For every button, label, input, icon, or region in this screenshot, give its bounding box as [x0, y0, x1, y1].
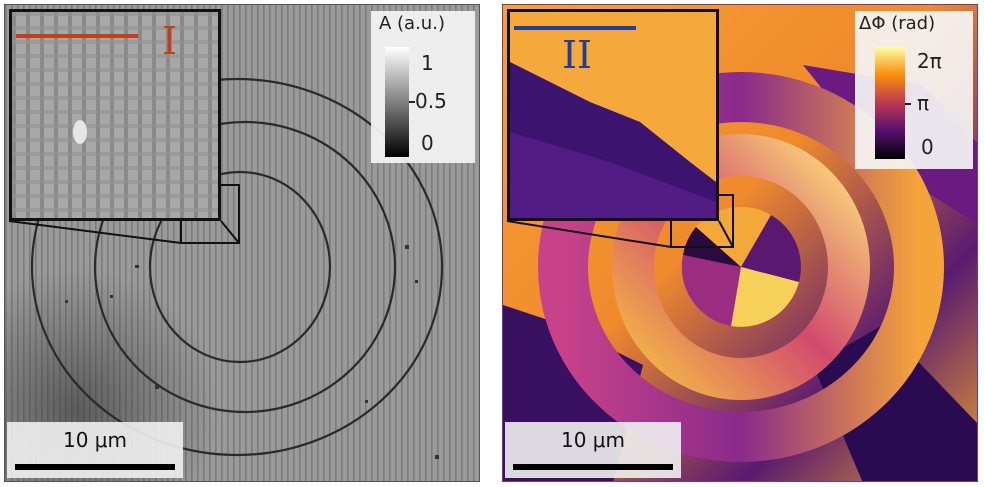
scale-bar-label: 10 μm [62, 428, 127, 452]
colorbar-gradient [385, 47, 409, 157]
colorbar-tick-label: 0 [921, 135, 934, 159]
inset-scale-bar [16, 34, 138, 38]
amplitude-colorbar: A (a.u.) 1 0.5 0 [371, 11, 475, 163]
inset-scale-bar [514, 26, 636, 30]
colorbar-title: ΔΦ (rad) [859, 13, 936, 34]
inset-label-II: II [562, 33, 593, 77]
inset-phase-image [510, 12, 716, 218]
zoom-inset-phase: II [507, 9, 719, 221]
scale-bar-box: 10 μm [7, 422, 183, 478]
colorbar-tick-label: 2π [917, 49, 942, 73]
colorbar-gradient [875, 47, 905, 159]
inset-amplitude-image [12, 12, 218, 218]
colorbar-tick-label: 0 [421, 131, 434, 155]
zoom-inset-amplitude: I [9, 9, 221, 221]
colorbar-tick [905, 103, 911, 105]
phase-colorbar: ΔΦ (rad) 2π π 0 [855, 11, 973, 169]
scale-bar [15, 464, 175, 470]
scale-bar-label: 10 μm [560, 428, 625, 452]
colorbar-tick [409, 101, 415, 103]
colorbar-tick-label: 1 [421, 51, 434, 75]
inset-label-I: I [162, 19, 178, 63]
phase-image-panel: II ΔΦ (rad) 2π π 0 10 μm [502, 4, 978, 482]
scale-bar [513, 464, 673, 470]
amplitude-image-panel: I A (a.u.) 1 0.5 0 10 μm [4, 4, 480, 482]
colorbar-title: A (a.u.) [379, 13, 445, 34]
colorbar-tick-label: 0.5 [415, 89, 447, 113]
scale-bar-box: 10 μm [505, 422, 681, 478]
colorbar-tick-label: π [917, 91, 930, 115]
